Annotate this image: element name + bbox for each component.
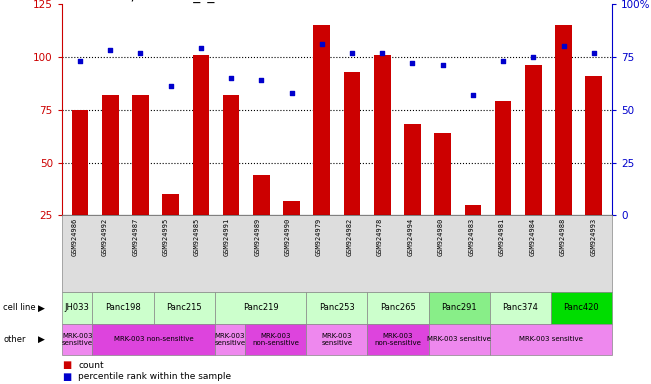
Bar <box>434 133 451 268</box>
Bar <box>102 95 118 268</box>
Bar <box>193 55 209 268</box>
Bar <box>253 175 270 268</box>
Bar <box>344 71 360 268</box>
Text: MRK-003 sensitive: MRK-003 sensitive <box>519 336 583 343</box>
Point <box>559 43 569 49</box>
Text: ■: ■ <box>62 372 71 382</box>
Text: GSM924980: GSM924980 <box>438 217 444 256</box>
Text: MRK-003
sensitive: MRK-003 sensitive <box>62 333 92 346</box>
Point <box>498 58 508 64</box>
Text: count: count <box>78 361 104 370</box>
Text: GSM924991: GSM924991 <box>224 217 230 256</box>
Text: GSM924979: GSM924979 <box>316 217 322 256</box>
Text: percentile rank within the sample: percentile rank within the sample <box>78 372 231 381</box>
Bar <box>404 124 421 268</box>
Point <box>165 83 176 89</box>
Text: MRK-003
non-sensitive: MRK-003 non-sensitive <box>253 333 299 346</box>
Text: GSM924978: GSM924978 <box>377 217 383 256</box>
Text: GSM924995: GSM924995 <box>163 217 169 256</box>
Text: GSM924983: GSM924983 <box>469 217 475 256</box>
Text: MRK-003
non-sensitive: MRK-003 non-sensitive <box>374 333 421 346</box>
Text: GSM924981: GSM924981 <box>499 217 505 256</box>
Point <box>408 60 418 66</box>
Text: Panc198: Panc198 <box>105 303 141 313</box>
Point <box>135 50 146 56</box>
Point <box>75 58 85 64</box>
Text: other: other <box>3 335 26 344</box>
Point <box>467 92 478 98</box>
Bar <box>223 95 240 268</box>
Text: GSM924990: GSM924990 <box>285 217 291 256</box>
Bar <box>374 55 391 268</box>
Text: GDS4342 / 203059_s_at: GDS4342 / 203059_s_at <box>62 0 229 3</box>
Text: Panc374: Panc374 <box>503 303 538 313</box>
Text: GSM924986: GSM924986 <box>71 217 77 256</box>
Point <box>256 77 266 83</box>
Text: ■: ■ <box>62 360 71 370</box>
Point <box>286 89 297 96</box>
Point <box>589 50 599 56</box>
Point <box>105 47 115 53</box>
Text: Panc420: Panc420 <box>564 303 599 313</box>
Text: GSM924994: GSM924994 <box>408 217 413 256</box>
Text: Panc291: Panc291 <box>441 303 477 313</box>
Point <box>347 50 357 56</box>
Text: GSM924992: GSM924992 <box>102 217 107 256</box>
Text: MRK-003 non-sensitive: MRK-003 non-sensitive <box>114 336 193 343</box>
Bar <box>132 95 148 268</box>
Bar <box>585 76 602 268</box>
Point <box>377 50 387 56</box>
Bar <box>555 25 572 268</box>
Bar <box>525 65 542 268</box>
Bar <box>314 25 330 268</box>
Point <box>226 75 236 81</box>
Text: GSM924989: GSM924989 <box>255 217 260 256</box>
Text: GSM924982: GSM924982 <box>346 217 352 256</box>
Text: Panc215: Panc215 <box>166 303 202 313</box>
Bar <box>495 101 512 268</box>
Text: ▶: ▶ <box>38 335 45 344</box>
Text: MRK-003
sensitive: MRK-003 sensitive <box>322 333 352 346</box>
Text: MRK-003
sensitive: MRK-003 sensitive <box>214 333 245 346</box>
Bar <box>465 205 481 268</box>
Text: GSM924984: GSM924984 <box>529 217 536 256</box>
Text: Panc219: Panc219 <box>243 303 279 313</box>
Point <box>437 62 448 68</box>
Text: ▶: ▶ <box>38 303 45 313</box>
Text: Panc265: Panc265 <box>380 303 416 313</box>
Text: GSM924985: GSM924985 <box>193 217 199 256</box>
Point <box>316 41 327 47</box>
Bar <box>283 200 300 268</box>
Point <box>196 45 206 51</box>
Text: GSM924993: GSM924993 <box>590 217 597 256</box>
Text: Panc253: Panc253 <box>319 303 355 313</box>
Bar <box>162 194 179 268</box>
Text: GSM924987: GSM924987 <box>132 217 138 256</box>
Text: MRK-003 sensitive: MRK-003 sensitive <box>427 336 491 343</box>
Bar <box>72 110 89 268</box>
Text: cell line: cell line <box>3 303 36 313</box>
Text: JH033: JH033 <box>64 303 90 313</box>
Point <box>528 54 538 60</box>
Text: GSM924988: GSM924988 <box>560 217 566 256</box>
